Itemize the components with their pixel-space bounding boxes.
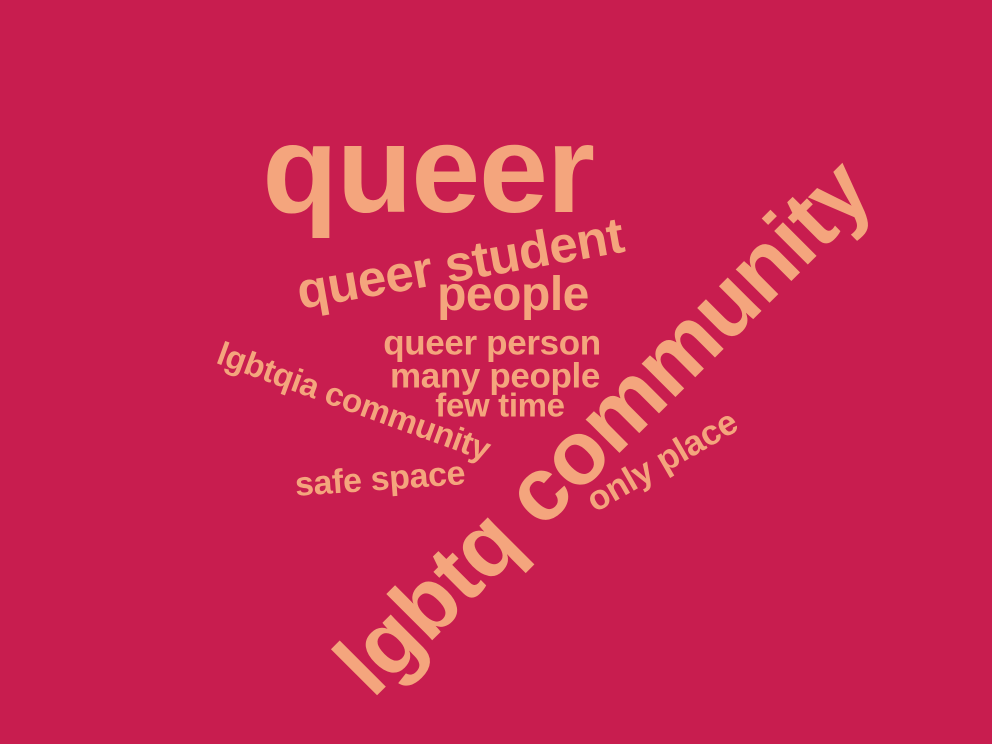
word-queer: queer	[262, 101, 595, 239]
word-many-people: many people	[389, 356, 601, 396]
word-safe-space: safe space	[293, 454, 467, 504]
word-few-time: few time	[435, 386, 565, 424]
word-people: people	[437, 268, 589, 321]
word-queer-person: queer person	[383, 323, 601, 363]
